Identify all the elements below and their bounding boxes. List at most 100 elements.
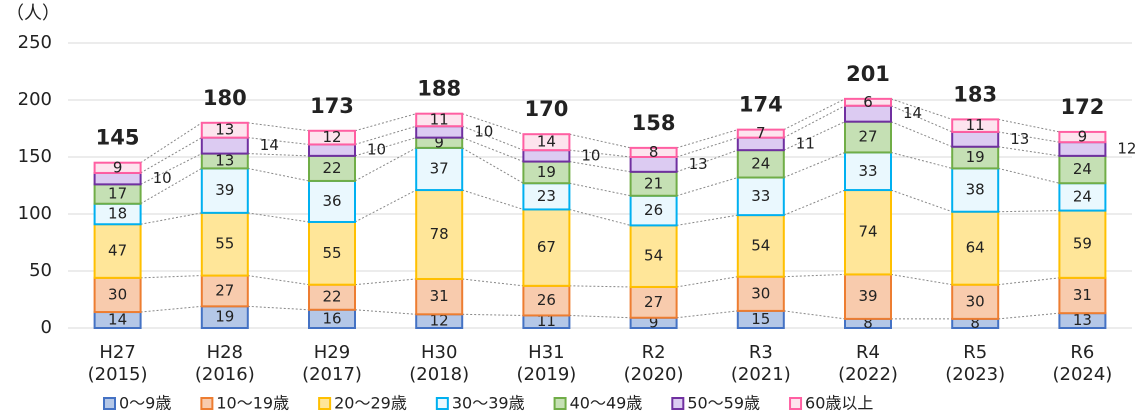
bar-segment	[93, 276, 142, 314]
data-label: 9	[1078, 128, 1088, 146]
bar-segment	[951, 118, 1000, 133]
connector	[998, 312, 1060, 320]
data-label: 14	[903, 104, 922, 122]
data-label: 38	[966, 181, 985, 199]
connector	[676, 129, 738, 149]
bar-segment	[308, 154, 356, 182]
data-label: 22	[322, 288, 341, 306]
data-label: 74	[858, 223, 877, 241]
legend-label: 60歳以上	[805, 394, 873, 413]
legend-swatch	[671, 397, 685, 410]
legend-label: 20～29歳	[334, 394, 407, 413]
bar-segment	[415, 112, 464, 128]
bar-segment	[522, 284, 571, 317]
connector	[676, 177, 738, 197]
legend-swatch	[553, 397, 567, 410]
connector	[461, 147, 524, 184]
data-label: 8	[649, 143, 659, 161]
x-tick-label: H31	[528, 342, 564, 363]
bar-segment	[93, 161, 142, 174]
x-tick-label: R6	[1070, 342, 1094, 363]
connector	[783, 273, 846, 278]
bar-segment	[308, 129, 356, 146]
y-tick-label: 50	[29, 260, 52, 281]
y-unit: （人）	[6, 3, 60, 24]
y-tick-label: 0	[41, 317, 52, 338]
connector	[462, 125, 524, 151]
connector	[890, 105, 953, 133]
connector	[783, 310, 846, 320]
connector	[462, 137, 524, 163]
bar-segment	[308, 143, 356, 157]
connector	[890, 98, 953, 120]
total-label: 173	[310, 94, 354, 118]
data-label: 13	[1073, 311, 1092, 329]
data-label: 19	[537, 163, 556, 181]
data-label: 27	[644, 293, 663, 311]
connector	[998, 210, 1060, 213]
data-label: 8	[863, 314, 873, 332]
total-label: 174	[739, 93, 783, 117]
connector	[890, 151, 953, 169]
data-label: 15	[751, 310, 770, 328]
connector	[140, 153, 203, 185]
connector	[354, 125, 417, 145]
data-label: 19	[215, 308, 234, 326]
y-tick-label: 150	[18, 146, 52, 167]
data-label: 14	[108, 311, 127, 329]
x-tick-label: H30	[421, 342, 457, 363]
legend-label: 50～59歳	[687, 394, 760, 413]
connector	[676, 137, 738, 158]
connector	[354, 147, 417, 182]
data-label: 7	[756, 124, 766, 142]
data-label: 33	[858, 162, 877, 180]
x-tick-label: R2	[642, 342, 666, 363]
connector	[998, 118, 1060, 133]
data-label: 27	[215, 281, 234, 299]
data-label: 59	[1073, 235, 1092, 253]
x-tick-label: (2022)	[838, 364, 898, 385]
total-label: 158	[632, 111, 676, 135]
data-label: 47	[108, 242, 127, 260]
data-label: 13	[215, 151, 234, 169]
connector	[569, 133, 631, 149]
bar-segment	[844, 151, 892, 192]
bar-segment	[522, 208, 571, 287]
legend-label: 30～39歳	[452, 394, 525, 413]
connector	[890, 189, 953, 213]
data-label: 10	[153, 169, 172, 187]
data-label: 54	[751, 236, 770, 254]
total-label: 188	[417, 77, 461, 101]
x-tick-label: H29	[314, 342, 350, 363]
x-tick-label: H27	[99, 342, 135, 363]
legend-label: 10～19歳	[216, 394, 289, 413]
x-tick-label: (2016)	[195, 364, 255, 385]
data-label: 24	[751, 154, 770, 172]
bar-segment	[200, 274, 249, 308]
bar-segment	[844, 189, 892, 276]
data-label: 31	[430, 287, 449, 305]
connector	[676, 214, 738, 226]
bar-segment	[308, 283, 356, 311]
connector	[783, 151, 846, 178]
x-tick-label: R3	[749, 342, 773, 363]
data-label: 22	[322, 159, 341, 177]
connector	[354, 189, 417, 223]
data-label: 14	[260, 136, 279, 154]
data-label: 18	[108, 205, 127, 223]
legend-swatch	[435, 397, 449, 410]
data-label: 12	[1117, 140, 1136, 158]
connector	[140, 212, 202, 225]
bar-segment	[736, 214, 785, 278]
legend-swatch	[318, 397, 332, 410]
data-label: 24	[1073, 160, 1092, 178]
total-label: 183	[953, 82, 997, 106]
x-tick-label: R5	[963, 342, 987, 363]
data-label: 17	[108, 185, 127, 203]
data-label: 36	[322, 192, 341, 210]
bar-segment	[415, 146, 464, 192]
bar-segment	[736, 128, 785, 139]
connector	[354, 137, 417, 157]
data-label: 33	[751, 187, 770, 205]
data-label: 19	[966, 148, 985, 166]
